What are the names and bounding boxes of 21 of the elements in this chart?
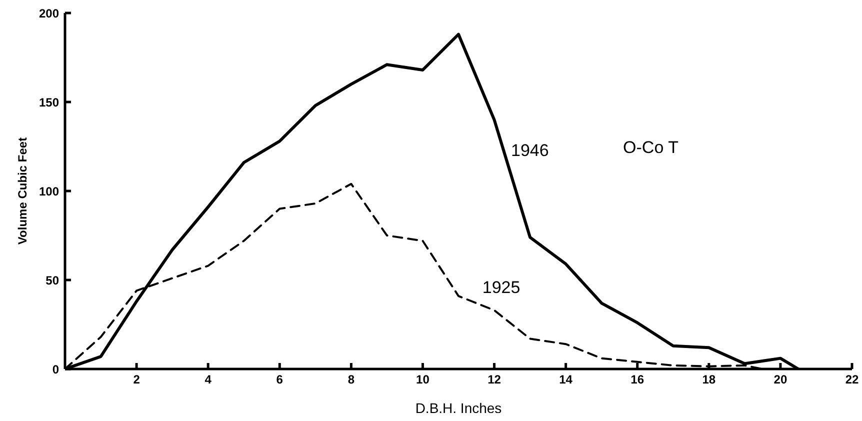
x-axis-title: D.B.H. Inches xyxy=(415,400,502,416)
y-tick-label: 0 xyxy=(52,362,60,376)
y-tick-label: 150 xyxy=(38,95,60,110)
series-label: 1946 xyxy=(511,141,549,162)
x-tick-label: 22 xyxy=(845,372,859,387)
annotation: O-Co T xyxy=(623,138,678,158)
x-tick-label: 14 xyxy=(559,372,573,387)
x-tick-label: 18 xyxy=(702,372,716,387)
y-tick-label: 50 xyxy=(46,273,60,288)
y-axis-title: Volume Cubic Feet xyxy=(15,137,30,245)
x-tick-label: 4 xyxy=(204,372,212,387)
x-tick-label: 20 xyxy=(774,372,788,387)
x-tick-label: 16 xyxy=(630,372,644,387)
y-tick-label: 200 xyxy=(38,6,60,20)
y-tick-label: 100 xyxy=(38,184,60,198)
series-label: 1925 xyxy=(482,278,520,298)
x-tick-label: 12 xyxy=(488,372,502,387)
x-tick-label: 8 xyxy=(348,372,355,387)
x-tick-label: 2 xyxy=(133,372,140,387)
x-tick-label: 6 xyxy=(276,372,284,387)
x-tick-label: 10 xyxy=(416,372,430,387)
